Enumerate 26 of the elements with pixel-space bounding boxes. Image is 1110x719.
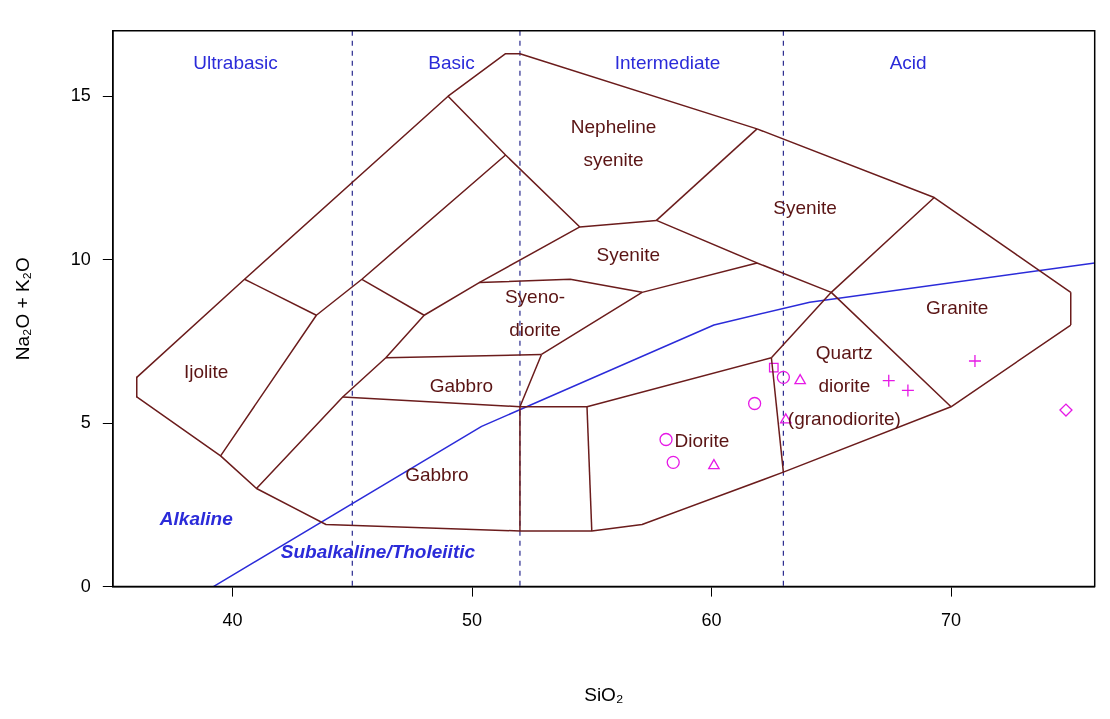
y-axis-title: Na₂O + K₂O: [11, 257, 33, 361]
annotation: Acid: [889, 52, 927, 74]
annotation: Subalkaline/Tholeiitic: [280, 541, 476, 563]
annotation: Syeno- diorite: [504, 285, 566, 340]
annotation: Quartz diorite (granodiorite): [787, 341, 901, 429]
annotation: Granite: [926, 296, 989, 318]
x-tick-label: 40: [222, 610, 243, 631]
y-tick-label: 15: [70, 85, 91, 106]
x-tick-label: 60: [701, 610, 722, 631]
x-axis-title: SiO₂: [584, 683, 624, 705]
annotation: Ultrabasic: [193, 52, 278, 74]
annotation: Syenite: [596, 244, 660, 266]
x-tick-label: 70: [940, 610, 962, 631]
y-tick-label: 0: [80, 575, 91, 596]
annotation: Ijolite: [183, 360, 229, 382]
annotation: Syenite: [773, 196, 837, 218]
y-tick-label: 5: [80, 412, 91, 433]
annotation: Alkaline: [158, 508, 234, 530]
annotation: Diorite: [674, 430, 730, 452]
annotation: Intermediate: [614, 52, 721, 74]
x-tick-label: 50: [462, 610, 483, 631]
annotation: Gabbro: [405, 463, 469, 485]
annotation: Nepheline syenite: [570, 116, 657, 171]
annotation: Basic: [428, 52, 475, 74]
annotation: Gabbro: [429, 374, 494, 396]
y-tick-label: 10: [70, 248, 91, 269]
